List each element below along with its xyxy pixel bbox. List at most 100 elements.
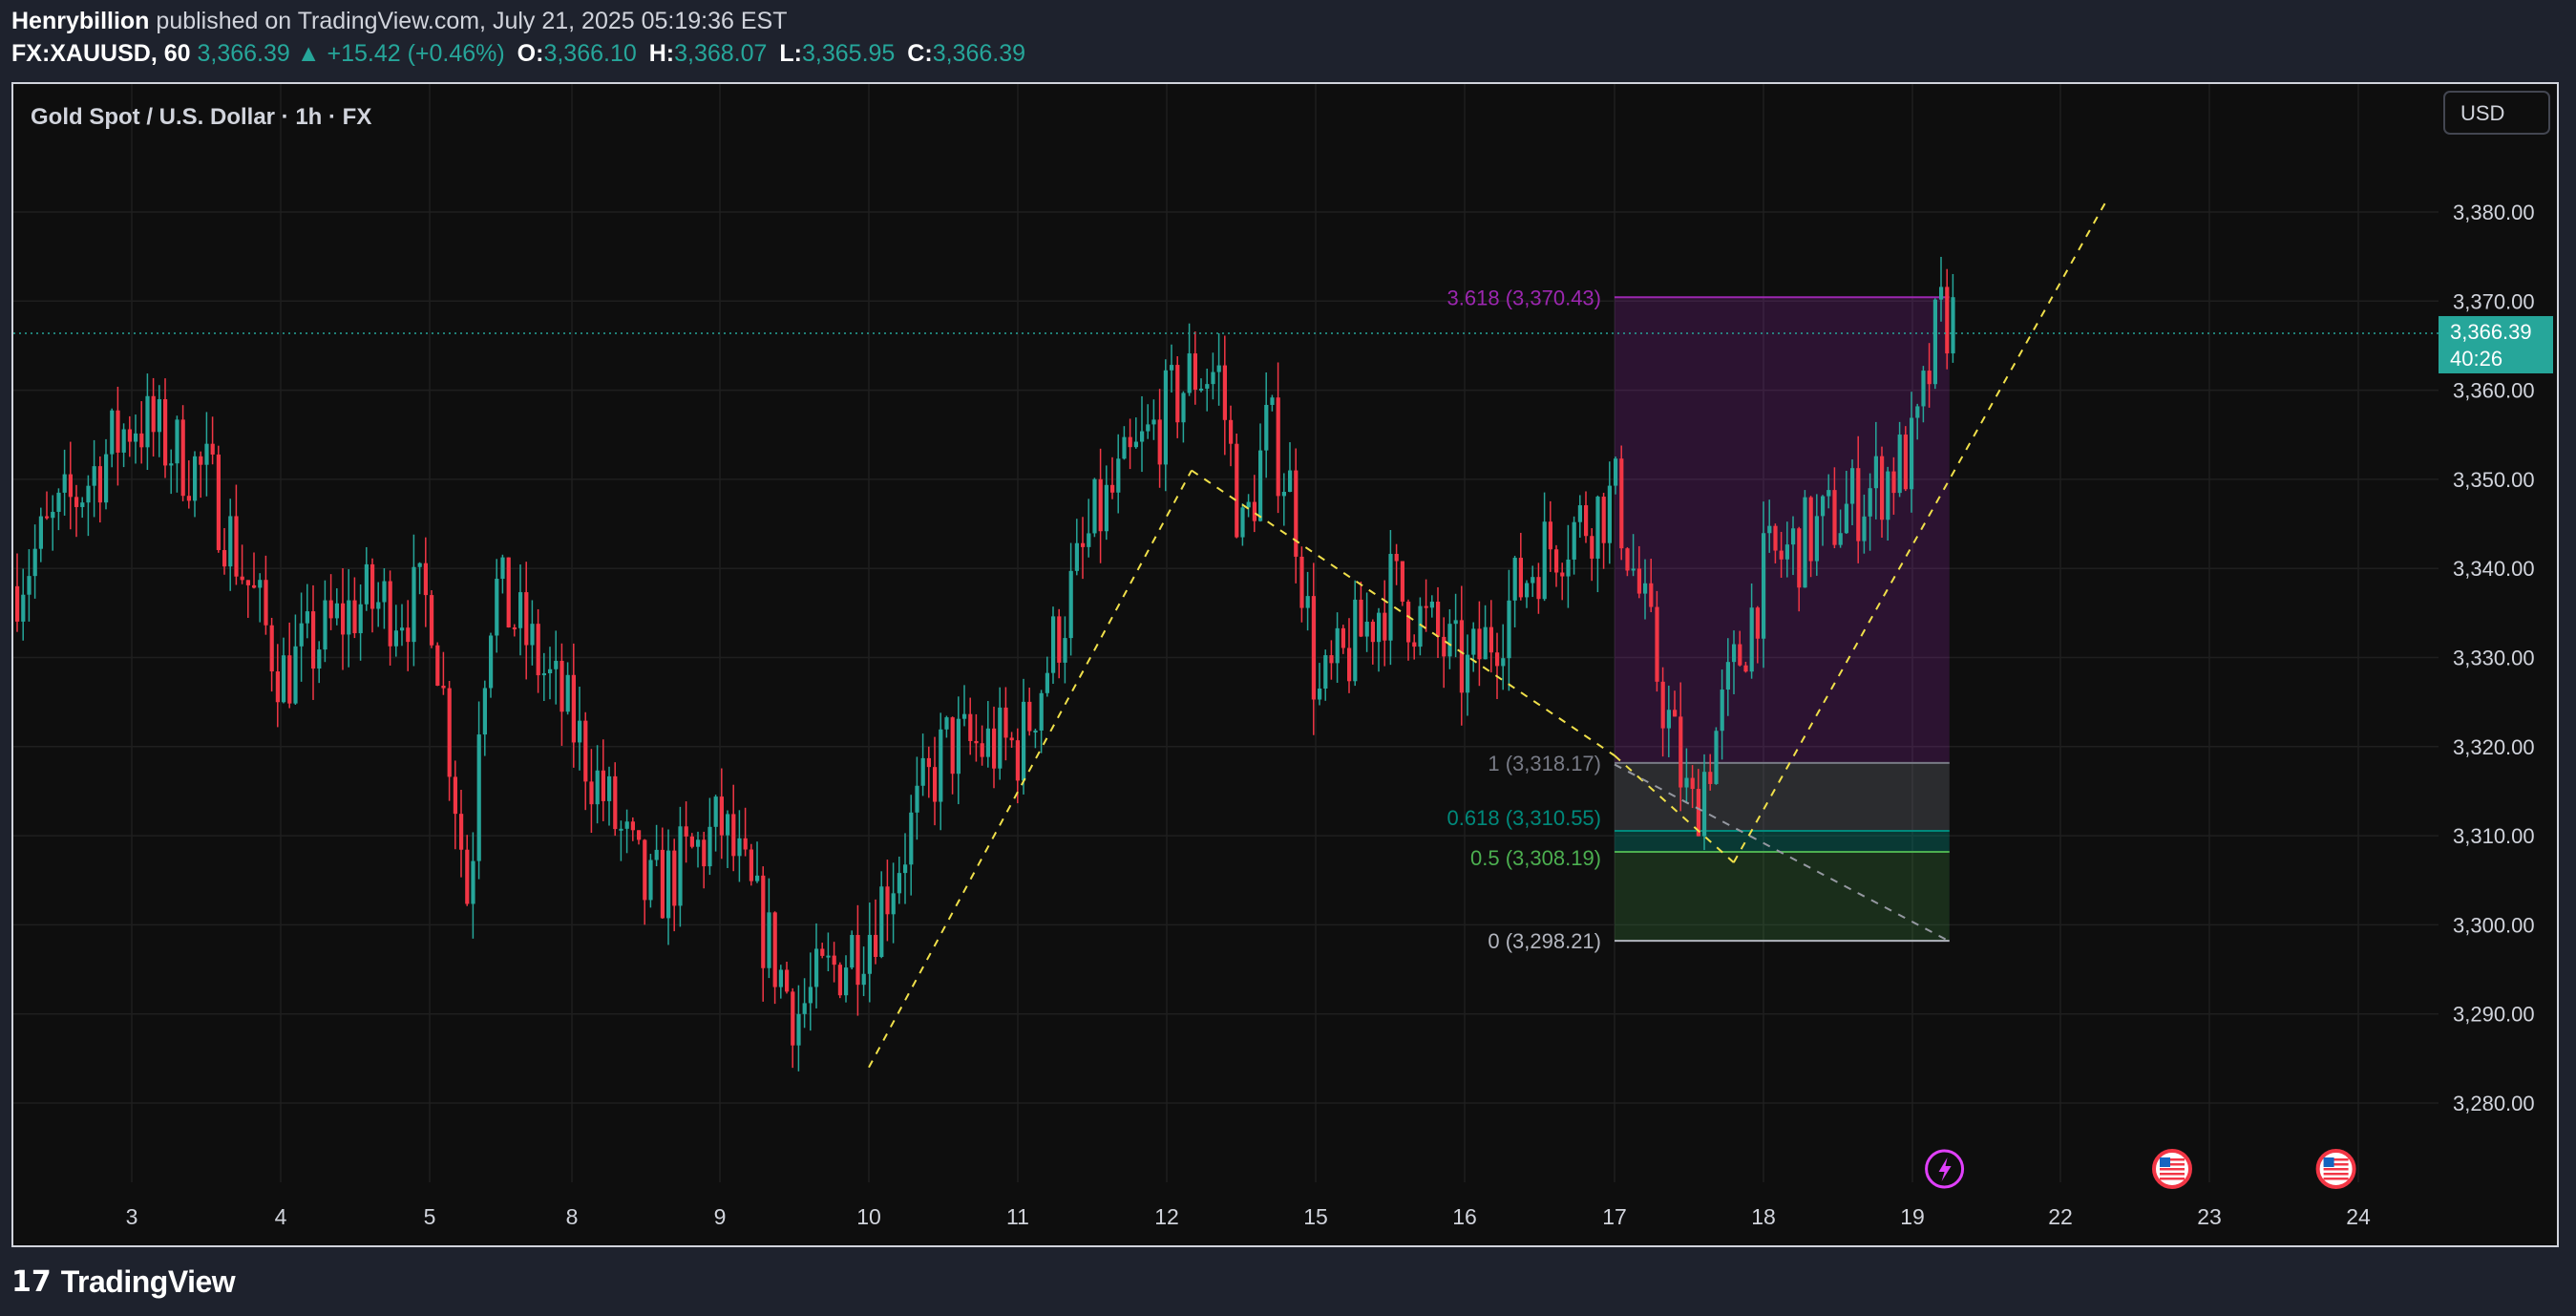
candle-body (86, 485, 91, 503)
currency-button-label[interactable]: USD (2460, 101, 2504, 125)
candle-body (903, 864, 908, 874)
us-flag-icon[interactable] (2315, 1149, 2356, 1189)
candle-body (1027, 701, 1032, 732)
candle-body (1862, 516, 1867, 541)
time-tick-label: 16 (1452, 1204, 1477, 1229)
candle-body (1625, 548, 1630, 571)
candle-body (282, 655, 286, 703)
candle-body (358, 604, 363, 634)
candle-body (406, 627, 411, 643)
candle-body (45, 516, 50, 519)
candle-body (1803, 497, 1807, 588)
candle-body (1471, 628, 1476, 655)
candle-body (1388, 553, 1393, 641)
open-label: O: (517, 40, 544, 67)
price-axis[interactable]: 3,380.00 3,370.00 3,360.00 3,350.00 3,340.00… (2453, 201, 2535, 1115)
candle-body (1903, 435, 1908, 490)
candle-body (15, 585, 20, 622)
candle-body (1418, 605, 1423, 647)
candle-body (186, 496, 191, 501)
candle-body (985, 728, 990, 757)
us-flag-canton (2323, 1157, 2334, 1167)
candle-body (370, 563, 375, 609)
candle-body (1501, 658, 1506, 667)
publish-header: Henrybillion published on TradingView.co… (11, 8, 788, 35)
candle-body (1246, 501, 1251, 508)
trend-lines[interactable] (868, 202, 2106, 1069)
candle-body (127, 429, 132, 442)
us-flag-icon[interactable] (2152, 1149, 2192, 1189)
candle-body (1181, 393, 1186, 423)
price-tick-label: 3,310.00 (2453, 824, 2535, 848)
fib-zone-lower (1615, 851, 1950, 942)
candle-body (589, 781, 594, 805)
fib-zone-618 (1615, 830, 1950, 852)
footer-logo[interactable]: 𝟭𝟳 TradingView (11, 1263, 236, 1301)
candle-body (1921, 371, 1926, 407)
candle-body (749, 849, 753, 881)
high-label: H: (648, 40, 675, 67)
candle-body (1299, 556, 1304, 608)
trend-line-5[interactable] (1614, 763, 1953, 944)
chart-panel[interactable]: 3.618 (3,370.43) 1 (3,318.17) 0.618 (3,310… (11, 82, 2559, 1247)
candle-body (1063, 638, 1067, 663)
candle-body (1406, 601, 1411, 643)
candle-body (430, 595, 434, 646)
candle-body (482, 688, 487, 735)
candle-body (74, 497, 79, 507)
candle-body (785, 969, 790, 992)
candle-body (62, 474, 67, 493)
candle-body (447, 688, 452, 777)
candle-body (1791, 528, 1796, 545)
candle-body (737, 838, 742, 857)
candle-body (1891, 471, 1896, 494)
badge-countdown: 40:26 (2450, 347, 2502, 371)
fibonacci-extension[interactable]: 3.618 (3,370.43) 1 (3,318.17) 0.618 (3,310… (1447, 286, 1950, 953)
candle-body (1074, 542, 1079, 571)
candle-body (116, 410, 120, 453)
trend-line-4[interactable] (1732, 202, 2106, 863)
candle-body (1838, 533, 1843, 545)
candle-body (1453, 620, 1458, 625)
candle-body (1873, 456, 1878, 489)
candle-body (1614, 458, 1618, 486)
symbol-label: FX:XAUUSD, 60 (11, 40, 191, 67)
candles (15, 256, 1955, 1072)
candle-body (1442, 636, 1446, 657)
time-tick-label: 17 (1602, 1204, 1627, 1229)
fib-label-3.618: 3.618 (3,370.43) (1447, 286, 1601, 309)
candle-body (1649, 583, 1654, 607)
candle-body (341, 603, 346, 635)
time-tick-label: 23 (2197, 1204, 2222, 1229)
flash-icon-ring (1925, 1149, 1965, 1189)
candle-body (210, 443, 215, 455)
candle-body (364, 563, 369, 605)
candle-body (1311, 596, 1316, 700)
price-tick-label: 3,280.00 (2453, 1092, 2535, 1115)
tradingview-logo-text: TradingView (60, 1263, 236, 1299)
price-chart[interactable]: 3.618 (3,370.43) 1 (3,318.17) 0.618 (3,310… (13, 84, 2557, 1245)
candle-body (1951, 297, 1955, 354)
fib-label-0: 0 (3,298.21) (1488, 929, 1601, 953)
us-flag-stripe (2323, 1163, 2349, 1166)
candle-body (1140, 431, 1145, 442)
candle-body (27, 576, 32, 595)
trend-line-3[interactable] (1614, 754, 1735, 863)
time-axis[interactable]: 3 4 5 8 9 10 11 12 15 16 17 18 19 22 23 24 (126, 1204, 2371, 1229)
candle-body (891, 893, 896, 915)
candle-body (1081, 542, 1086, 547)
candle-body (512, 626, 517, 629)
author-name[interactable]: Henrybillion (11, 8, 150, 34)
trend-line-1[interactable] (868, 470, 1193, 1069)
candle-body (1512, 558, 1517, 601)
candle-body (518, 592, 523, 628)
currency-button[interactable]: USD (2443, 91, 2550, 135)
flash-icon[interactable] (1925, 1149, 1965, 1189)
event-markers[interactable] (1925, 1149, 2356, 1189)
candle-body (1732, 644, 1737, 663)
low-label: L: (779, 40, 803, 67)
candle-body (252, 584, 257, 588)
candle-body (832, 955, 836, 966)
candle-body (1347, 647, 1352, 682)
candle-body (1566, 559, 1571, 577)
